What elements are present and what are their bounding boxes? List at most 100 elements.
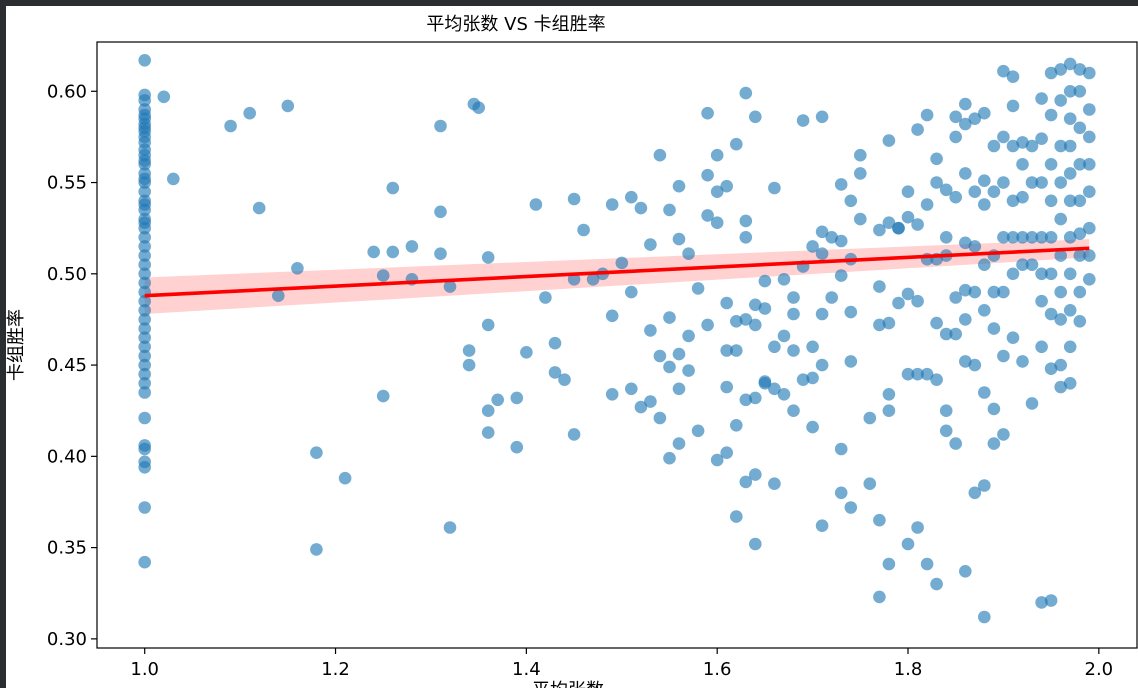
data-point [138, 294, 151, 308]
data-point [625, 382, 638, 396]
data-point [1063, 85, 1077, 98]
y-tick-label: 0.55 [47, 173, 87, 194]
data-point [1054, 94, 1067, 107]
data-point [997, 231, 1010, 244]
data-point [949, 190, 962, 204]
data-point [682, 329, 695, 343]
data-point [1016, 136, 1029, 149]
data-point [1063, 139, 1077, 153]
data-point [815, 110, 829, 124]
data-point [1063, 267, 1077, 281]
data-point [1035, 92, 1048, 105]
data-point [1044, 158, 1058, 171]
data-point [796, 373, 810, 387]
data-point [739, 86, 753, 100]
data-point [434, 205, 447, 219]
data-point [1073, 315, 1087, 328]
data-point [758, 274, 772, 288]
data-point [720, 179, 733, 193]
data-point [720, 446, 733, 460]
data-point [1073, 285, 1087, 299]
data-point [768, 181, 781, 195]
data-point [978, 106, 991, 120]
data-point [1054, 176, 1067, 189]
data-point [873, 318, 886, 332]
data-point [968, 240, 982, 253]
data-point [720, 344, 733, 357]
data-point [1006, 99, 1020, 113]
data-point [653, 349, 667, 363]
data-point [252, 201, 266, 215]
plot-area-frame [96, 41, 1138, 649]
data-point [491, 393, 505, 407]
data-point [987, 139, 1001, 153]
data-point [777, 329, 791, 343]
data-point [653, 148, 667, 162]
data-point [834, 486, 848, 500]
data-point [386, 181, 400, 195]
data-point [987, 285, 1001, 299]
data-point [1006, 139, 1020, 153]
data-point [930, 176, 943, 189]
data-point [882, 404, 896, 418]
data-point [777, 388, 791, 401]
data-point [1025, 258, 1039, 271]
data-point [959, 313, 972, 326]
data-point [997, 349, 1010, 363]
data-point [138, 258, 151, 271]
data-point [882, 216, 896, 229]
data-point [1054, 380, 1067, 394]
data-point [987, 322, 1001, 335]
data-point [663, 311, 676, 324]
data-point [978, 174, 991, 187]
y-axis-ticks: 0.30 0.35 0.40 0.45 0.50 0.55 0.60 [47, 81, 97, 650]
data-point [1044, 66, 1058, 80]
data-point [730, 510, 743, 523]
data-point [605, 198, 619, 211]
data-point [1083, 66, 1096, 80]
data-point [930, 316, 943, 330]
data-point [730, 315, 743, 328]
data-point [1006, 267, 1020, 281]
data-point [138, 240, 151, 253]
data-point [892, 221, 905, 235]
data-point [138, 198, 151, 211]
data-point [520, 346, 533, 359]
data-point [1054, 249, 1067, 262]
data-point [376, 269, 390, 282]
data-point [978, 304, 991, 317]
data-point [1016, 158, 1029, 171]
x-tick-label: 2.0 [1085, 659, 1114, 680]
data-point [138, 461, 151, 474]
data-point [138, 411, 151, 425]
data-point [854, 167, 867, 180]
data-point [138, 501, 151, 514]
data-point [806, 420, 819, 434]
data-point [138, 377, 151, 390]
regression-line [144, 246, 1090, 298]
data-point [749, 468, 762, 481]
data-point [930, 152, 943, 166]
data-point [605, 309, 619, 323]
data-point [901, 185, 915, 198]
data-point [768, 340, 781, 354]
data-point [1083, 249, 1096, 262]
data-point [1063, 304, 1077, 317]
data-point [367, 245, 381, 259]
data-point [376, 389, 390, 403]
data-point [1025, 397, 1039, 410]
data-point [691, 282, 705, 295]
data-point [567, 192, 581, 206]
data-point [443, 521, 457, 534]
data-point [138, 322, 151, 335]
data-point [749, 298, 762, 312]
data-point [310, 543, 323, 556]
data-point [1044, 307, 1058, 321]
data-point [481, 318, 495, 332]
data-point [634, 400, 648, 414]
data-point [138, 172, 151, 186]
data-point [138, 267, 151, 281]
data-point [1035, 231, 1048, 244]
data-point [682, 247, 695, 260]
data-point [644, 395, 657, 408]
